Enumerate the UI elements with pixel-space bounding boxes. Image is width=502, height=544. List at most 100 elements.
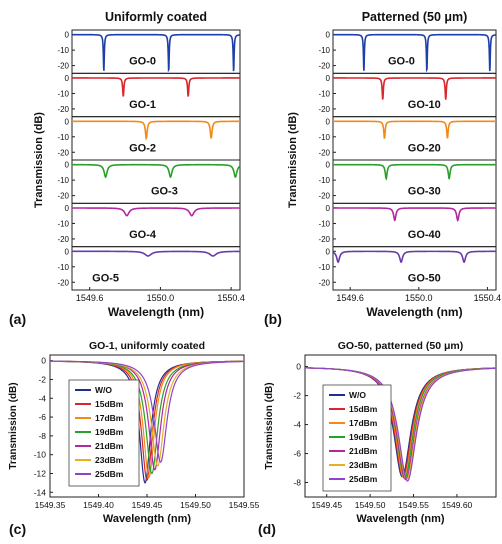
x-tick-label: 1549.6 [76,293,104,303]
y-tick-label: 0 [41,356,46,366]
y-tick-label: 0 [65,161,70,170]
y-tick-label: 0 [65,74,70,83]
subplot-frame [332,246,497,291]
y-tick-label: -4 [38,393,46,403]
series-line [304,367,497,482]
y-axis-label: Transmission (dB) [264,382,275,469]
y-tick-label: -6 [293,449,301,459]
y-tick-label: -20 [57,105,69,114]
figure-label-a: (a) [9,311,26,327]
y-tick-label: -10 [57,176,69,185]
series-label: GO-1 [129,99,156,111]
series-label: GO-3 [151,186,178,198]
series-line [333,163,496,181]
x-tick-label: 1549.55 [229,500,260,510]
y-tick-label: -12 [34,468,47,478]
panel-title: GO-1, uniformly coated [89,340,205,352]
y-tick-label: -20 [318,192,330,201]
x-tick-label: 1550.0 [147,293,175,303]
series-label: GO-10 [408,99,441,111]
legend-entry: 19dBm [95,427,124,437]
y-tick-label: -10 [34,450,47,460]
y-tick-label: 0 [326,247,331,256]
y-tick-label: -4 [293,420,301,430]
legend-entry: 23dBm [95,455,124,465]
y-tick-label: 0 [326,117,331,126]
x-tick-label: 1549.6 [336,293,364,303]
y-tick-label: -6 [38,412,46,422]
legend-entry: 23dBm [349,460,378,470]
figure-label-b: (b) [264,311,282,327]
subplot-frame [71,246,241,291]
legend-entry: 25dBm [349,474,378,484]
legend-entry: 21dBm [349,446,378,456]
y-axis-label: Transmission (dB) [8,382,19,469]
x-tick-label: 1549.35 [35,500,66,510]
y-tick-label: -10 [57,219,69,228]
figure-label-d: (d) [258,521,276,537]
legend-entry: 17dBm [95,413,124,423]
y-tick-label: -10 [57,46,69,55]
y-tick-label: -10 [318,263,330,272]
y-tick-label: -2 [38,374,46,384]
y-tick-label: 0 [296,362,301,372]
legend-entry: 17dBm [349,418,378,428]
plot-frame [304,354,497,498]
y-tick-label: -20 [57,235,69,244]
series-label: GO-0 [388,56,415,68]
series-label: GO-2 [129,142,156,154]
series-line [333,77,496,100]
y-tick-label: -10 [318,133,330,142]
series-line [333,120,496,140]
y-axis-label: Transmission (dB) [287,112,299,208]
y-tick-label: 0 [65,247,70,256]
legend-entry: 15dBm [349,404,378,414]
y-tick-label: -10 [57,89,69,98]
figure-label-c: (c) [9,521,26,537]
series-line [72,33,241,73]
y-tick-label: 0 [326,204,331,213]
x-axis-label: Wavelength (nm) [108,305,204,319]
y-tick-label: -10 [318,219,330,228]
series-label: GO-4 [129,229,157,241]
x-tick-label: 1550.4 [474,293,502,303]
series-label: GO-5 [92,272,119,284]
x-tick-label: 1550.0 [405,293,433,303]
y-tick-label: -8 [38,431,46,441]
y-tick-label: -20 [318,148,330,157]
y-axis-label: Transmission (dB) [33,112,45,208]
x-axis-label: Wavelength (nm) [356,513,445,525]
y-tick-label: -20 [57,148,69,157]
y-tick-label: -20 [318,105,330,114]
x-axis-label: Wavelength (nm) [103,513,192,525]
panel-title: Uniformly coated [105,10,207,24]
x-tick-label: 1550.4 [217,293,245,303]
legend-entry: 19dBm [349,432,378,442]
x-tick-label: 1549.60 [442,500,473,510]
panel-b-stacked-spectra: Patterned (50 μm) 0 -10 -20 GO-0 0 -10 -20 GO-10… [287,10,501,319]
legend-entry: 25dBm [95,469,124,479]
y-tick-label: -2 [293,391,301,401]
series-line [72,207,240,217]
y-tick-label: -10 [57,263,69,272]
y-tick-label: -10 [318,176,330,185]
series-line [333,207,496,222]
panel-d-power-spectra: GO-50, patterned (50 μm) 0 -2 -4 -6 -8 1549.45… [264,340,497,525]
y-tick-label: -10 [318,46,330,55]
y-tick-label: 0 [326,31,331,40]
y-tick-label: 0 [326,161,331,170]
series-line [72,163,241,179]
series-line [333,33,497,73]
x-tick-label: 1549.50 [355,500,386,510]
x-tick-label: 1549.55 [398,500,429,510]
y-tick-label: 0 [65,31,70,40]
y-tick-label: 0 [65,117,70,126]
series-line [72,77,240,97]
y-tick-label: 0 [326,74,331,83]
panel-a-stacked-spectra: Uniformly coated 0 -10 -20 GO-0 0 -10 -20 GO-1 0 -… [33,10,245,319]
y-tick-label: -10 [57,133,69,142]
panel-title: Patterned (50 μm) [362,10,468,24]
legend-entry: 21dBm [95,441,124,451]
series-line [72,250,240,257]
